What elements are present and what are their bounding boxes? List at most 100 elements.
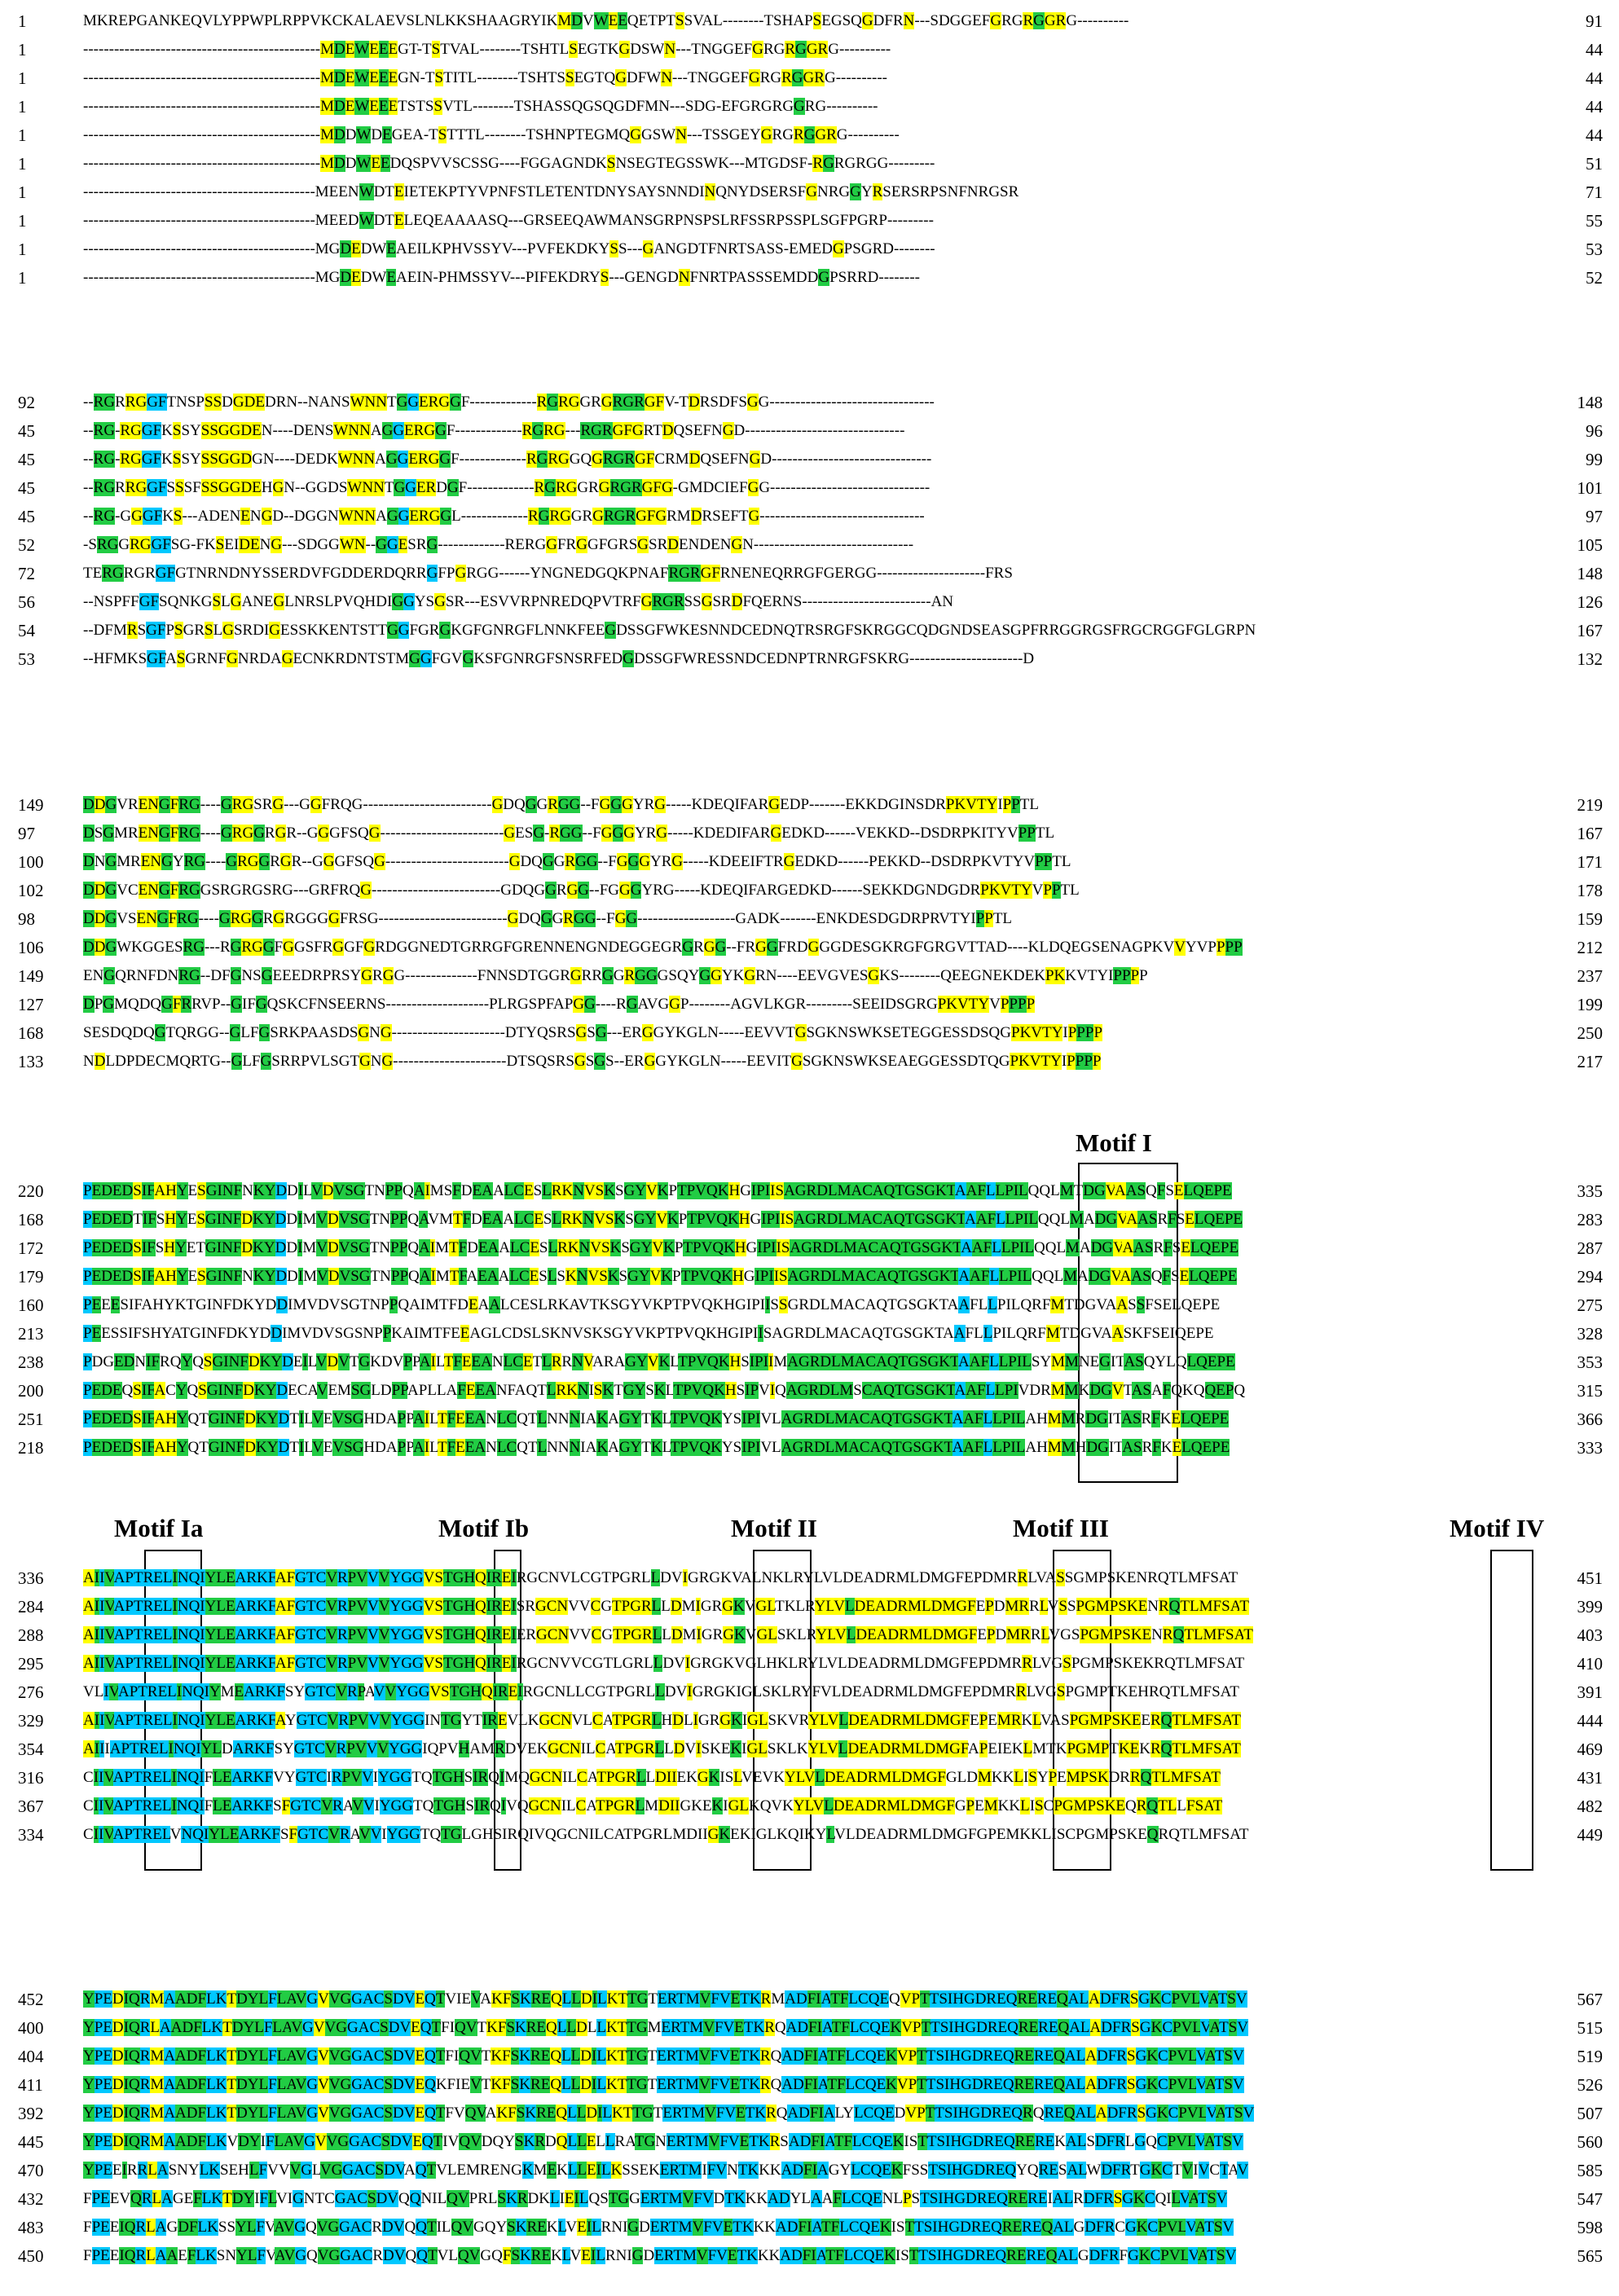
residue: G	[633, 1211, 645, 1228]
residue: E	[740, 853, 750, 870]
residue: D	[886, 1598, 898, 1615]
residue: E	[755, 1053, 766, 1070]
residue: -	[511, 240, 517, 257]
residue: D	[877, 910, 889, 927]
residue: K	[891, 882, 904, 899]
residue: -	[268, 183, 275, 200]
residue: R	[177, 910, 187, 927]
residue: I	[1108, 1439, 1115, 1456]
residue: -	[450, 796, 456, 813]
residue: -	[715, 910, 720, 927]
residue: A	[499, 1239, 511, 1256]
residue: R	[640, 1598, 652, 1615]
residue: N	[1147, 1598, 1159, 1615]
residue: S	[329, 1024, 339, 1041]
residue: P	[94, 996, 103, 1013]
residue: G	[536, 796, 548, 813]
residue: V	[315, 1353, 328, 1370]
residue: V	[559, 1569, 571, 1586]
residue: R	[673, 593, 684, 610]
residue: E	[112, 1382, 122, 1399]
residue: E	[1203, 1325, 1214, 1342]
residue: D	[94, 1053, 106, 1070]
residue: D	[334, 98, 345, 115]
residue: Q	[517, 1439, 528, 1456]
residue: K	[876, 825, 888, 842]
residue: A	[984, 939, 996, 956]
residue: -	[196, 155, 202, 172]
residue: E	[807, 967, 817, 984]
residue: -	[83, 240, 89, 257]
residue: V	[1163, 939, 1175, 956]
residue: -	[88, 394, 94, 411]
residue: R	[664, 212, 675, 229]
residue: R	[793, 565, 804, 582]
residue: -	[805, 536, 811, 553]
residue: F	[222, 1296, 232, 1313]
residue: -	[471, 796, 477, 813]
residue: W	[249, 12, 265, 29]
residue: -	[191, 126, 197, 143]
residue: -	[790, 508, 796, 525]
residue: Y	[634, 825, 646, 842]
residue: T	[456, 183, 467, 200]
residue: R	[291, 853, 302, 870]
residue: K	[592, 1325, 604, 1342]
residue: -	[115, 508, 121, 525]
residue: E	[548, 269, 557, 286]
residue: S	[203, 1353, 213, 1370]
residue: G	[537, 967, 549, 984]
residue: G	[629, 1239, 641, 1256]
residue: Q	[407, 1211, 420, 1228]
residue: G	[657, 967, 669, 984]
residue: -	[237, 155, 244, 172]
residue: I	[146, 1353, 152, 1370]
residue: Y	[589, 269, 601, 286]
residue: Y	[721, 1439, 733, 1456]
residue: L	[909, 1569, 920, 1586]
residue: E	[118, 12, 128, 29]
residue: -	[310, 212, 315, 229]
residue: -	[518, 479, 524, 496]
residue: -	[380, 825, 385, 842]
residue: S	[882, 183, 891, 200]
residue: -	[1017, 939, 1023, 956]
residue: K	[320, 12, 332, 29]
residue: G	[552, 565, 564, 582]
residue: -	[860, 41, 865, 58]
residue: K	[880, 882, 892, 899]
residue: Q	[358, 825, 369, 842]
residue: S	[547, 1053, 556, 1070]
residue: R	[130, 853, 141, 870]
residue: -	[910, 593, 916, 610]
residue: S	[1004, 565, 1013, 582]
residue: -	[389, 910, 394, 927]
residue: A	[113, 1598, 125, 1615]
residue: S	[601, 1239, 610, 1256]
residue: -	[764, 508, 770, 525]
residue: -	[434, 796, 441, 813]
residue: D	[278, 1439, 290, 1456]
residue: G	[553, 853, 565, 870]
residue: G	[898, 650, 910, 667]
residue: D	[820, 1353, 832, 1370]
residue: -	[491, 1053, 496, 1070]
residue: F	[458, 1239, 468, 1256]
residue: D	[94, 796, 106, 813]
residue: G	[258, 1024, 271, 1041]
residue: G	[208, 1024, 219, 1041]
residue: S	[733, 1410, 742, 1427]
residue: R	[551, 1182, 562, 1199]
residue: P	[678, 1211, 688, 1228]
residue: R	[127, 825, 139, 842]
residue: G	[455, 565, 467, 582]
residue: R	[543, 422, 554, 439]
residue: S	[1000, 183, 1009, 200]
residue: V	[326, 1626, 337, 1643]
residue: T	[398, 98, 407, 115]
residue: -	[191, 98, 197, 115]
residue: E	[112, 1182, 122, 1199]
residue: N	[94, 853, 106, 870]
residue: Y	[635, 1182, 647, 1199]
residue: G	[548, 967, 561, 984]
